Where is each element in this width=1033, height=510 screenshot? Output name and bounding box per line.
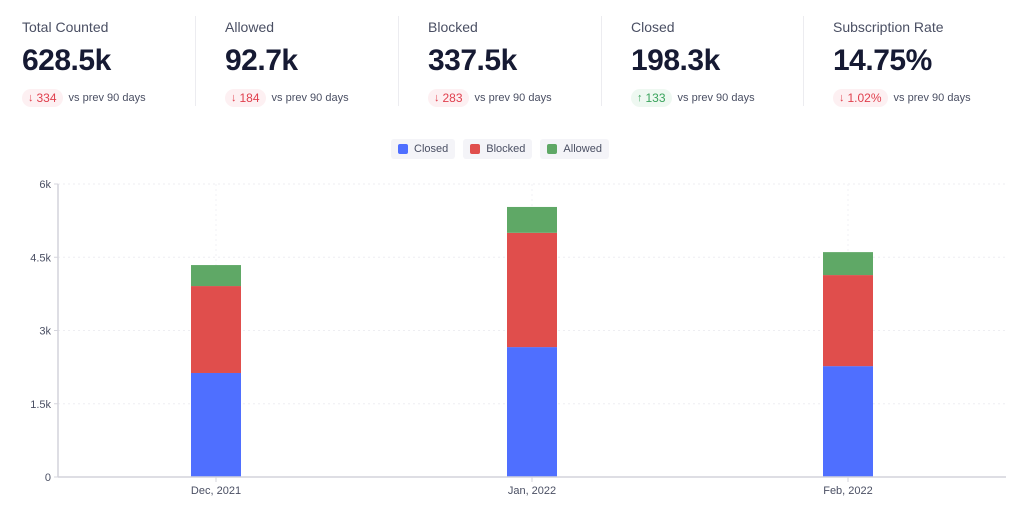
stat-card: Allowed 92.7k ↓ 184 vs prev 90 days	[225, 16, 405, 108]
bar-allowed	[191, 265, 241, 287]
x-tick-label: Dec, 2021	[191, 485, 241, 497]
y-tick-label: 4.5k	[30, 252, 51, 264]
stat-label: Allowed	[225, 19, 275, 35]
arrow-down-icon: ↓	[839, 92, 845, 104]
stat-card: Total Counted 628.5k ↓ 334 vs prev 90 da…	[22, 16, 202, 108]
arrow-down-icon: ↓	[231, 92, 237, 104]
y-tick-label: 1.5k	[30, 399, 51, 411]
delta-comparison: vs prev 90 days	[271, 92, 349, 104]
bar-closed	[823, 366, 873, 477]
stat-divider	[601, 16, 602, 106]
delta-comparison: vs prev 90 days	[68, 92, 146, 104]
stat-value: 92.7k	[225, 44, 298, 77]
legend-item-blocked[interactable]: Blocked	[463, 139, 533, 159]
bar-blocked	[507, 232, 557, 348]
arrow-down-icon: ↓	[28, 92, 34, 104]
delta-value: 283	[442, 91, 463, 105]
stat-value: 14.75%	[833, 44, 932, 77]
delta-badge: ↓ 283	[428, 89, 469, 107]
stat-divider	[803, 16, 804, 106]
stat-card: Blocked 337.5k ↓ 283 vs prev 90 days	[428, 16, 608, 108]
stat-delta: ↓ 283 vs prev 90 days	[428, 89, 552, 107]
stats-row: Total Counted 628.5k ↓ 334 vs prev 90 da…	[0, 0, 1033, 120]
stat-delta: ↓ 1.02% vs prev 90 days	[833, 89, 971, 107]
delta-badge: ↓ 1.02%	[833, 89, 888, 107]
delta-comparison: vs prev 90 days	[474, 92, 552, 104]
stat-delta: ↓ 334 vs prev 90 days	[22, 89, 146, 107]
delta-badge: ↓ 184	[225, 89, 266, 107]
stat-card: Closed 198.3k ↑ 133 vs prev 90 days	[631, 16, 811, 108]
delta-badge: ↓ 334	[22, 89, 63, 107]
legend-swatch	[398, 144, 409, 154]
stat-value: 337.5k	[428, 44, 517, 77]
stat-value: 628.5k	[22, 44, 111, 77]
legend-label: Closed	[414, 143, 449, 155]
delta-comparison: vs prev 90 days	[677, 92, 755, 104]
delta-value: 133	[645, 91, 666, 105]
bar-closed	[191, 372, 241, 477]
legend-item-closed[interactable]: Closed	[391, 139, 456, 159]
y-tick-label: 3k	[39, 326, 51, 338]
x-tick-label: Jan, 2022	[508, 485, 556, 497]
bar-closed	[507, 347, 557, 477]
bar-allowed	[823, 252, 873, 276]
bar-allowed	[507, 206, 557, 233]
legend-swatch	[547, 144, 558, 154]
delta-comparison: vs prev 90 days	[893, 92, 971, 104]
stat-divider	[195, 16, 196, 106]
legend-label: Blocked	[486, 143, 526, 155]
stat-label: Total Counted	[22, 19, 109, 35]
stat-delta: ↓ 184 vs prev 90 days	[225, 89, 349, 107]
legend-item-allowed[interactable]: Allowed	[540, 139, 609, 159]
bar-blocked	[191, 286, 241, 373]
x-tick-label: Feb, 2022	[823, 485, 873, 497]
stat-label: Blocked	[428, 19, 478, 35]
stat-card: Subscription Rate 14.75% ↓ 1.02% vs prev…	[833, 16, 1013, 108]
y-tick-label: 0	[45, 472, 51, 484]
legend-label: Allowed	[563, 143, 602, 155]
stat-divider	[398, 16, 399, 106]
arrow-up-icon: ↑	[637, 92, 643, 104]
stat-delta: ↑ 133 vs prev 90 days	[631, 89, 755, 107]
delta-value: 184	[239, 91, 260, 105]
chart-legend: Closed Blocked Allowed	[0, 139, 1000, 159]
stat-label: Subscription Rate	[833, 19, 944, 35]
delta-badge: ↑ 133	[631, 89, 672, 107]
delta-value: 334	[36, 91, 57, 105]
stat-label: Closed	[631, 19, 675, 35]
bar-blocked	[823, 275, 873, 367]
delta-value: 1.02%	[847, 91, 882, 105]
legend-swatch	[470, 144, 481, 154]
stat-value: 198.3k	[631, 44, 720, 77]
y-tick-label: 6k	[39, 179, 51, 191]
arrow-down-icon: ↓	[434, 92, 440, 104]
